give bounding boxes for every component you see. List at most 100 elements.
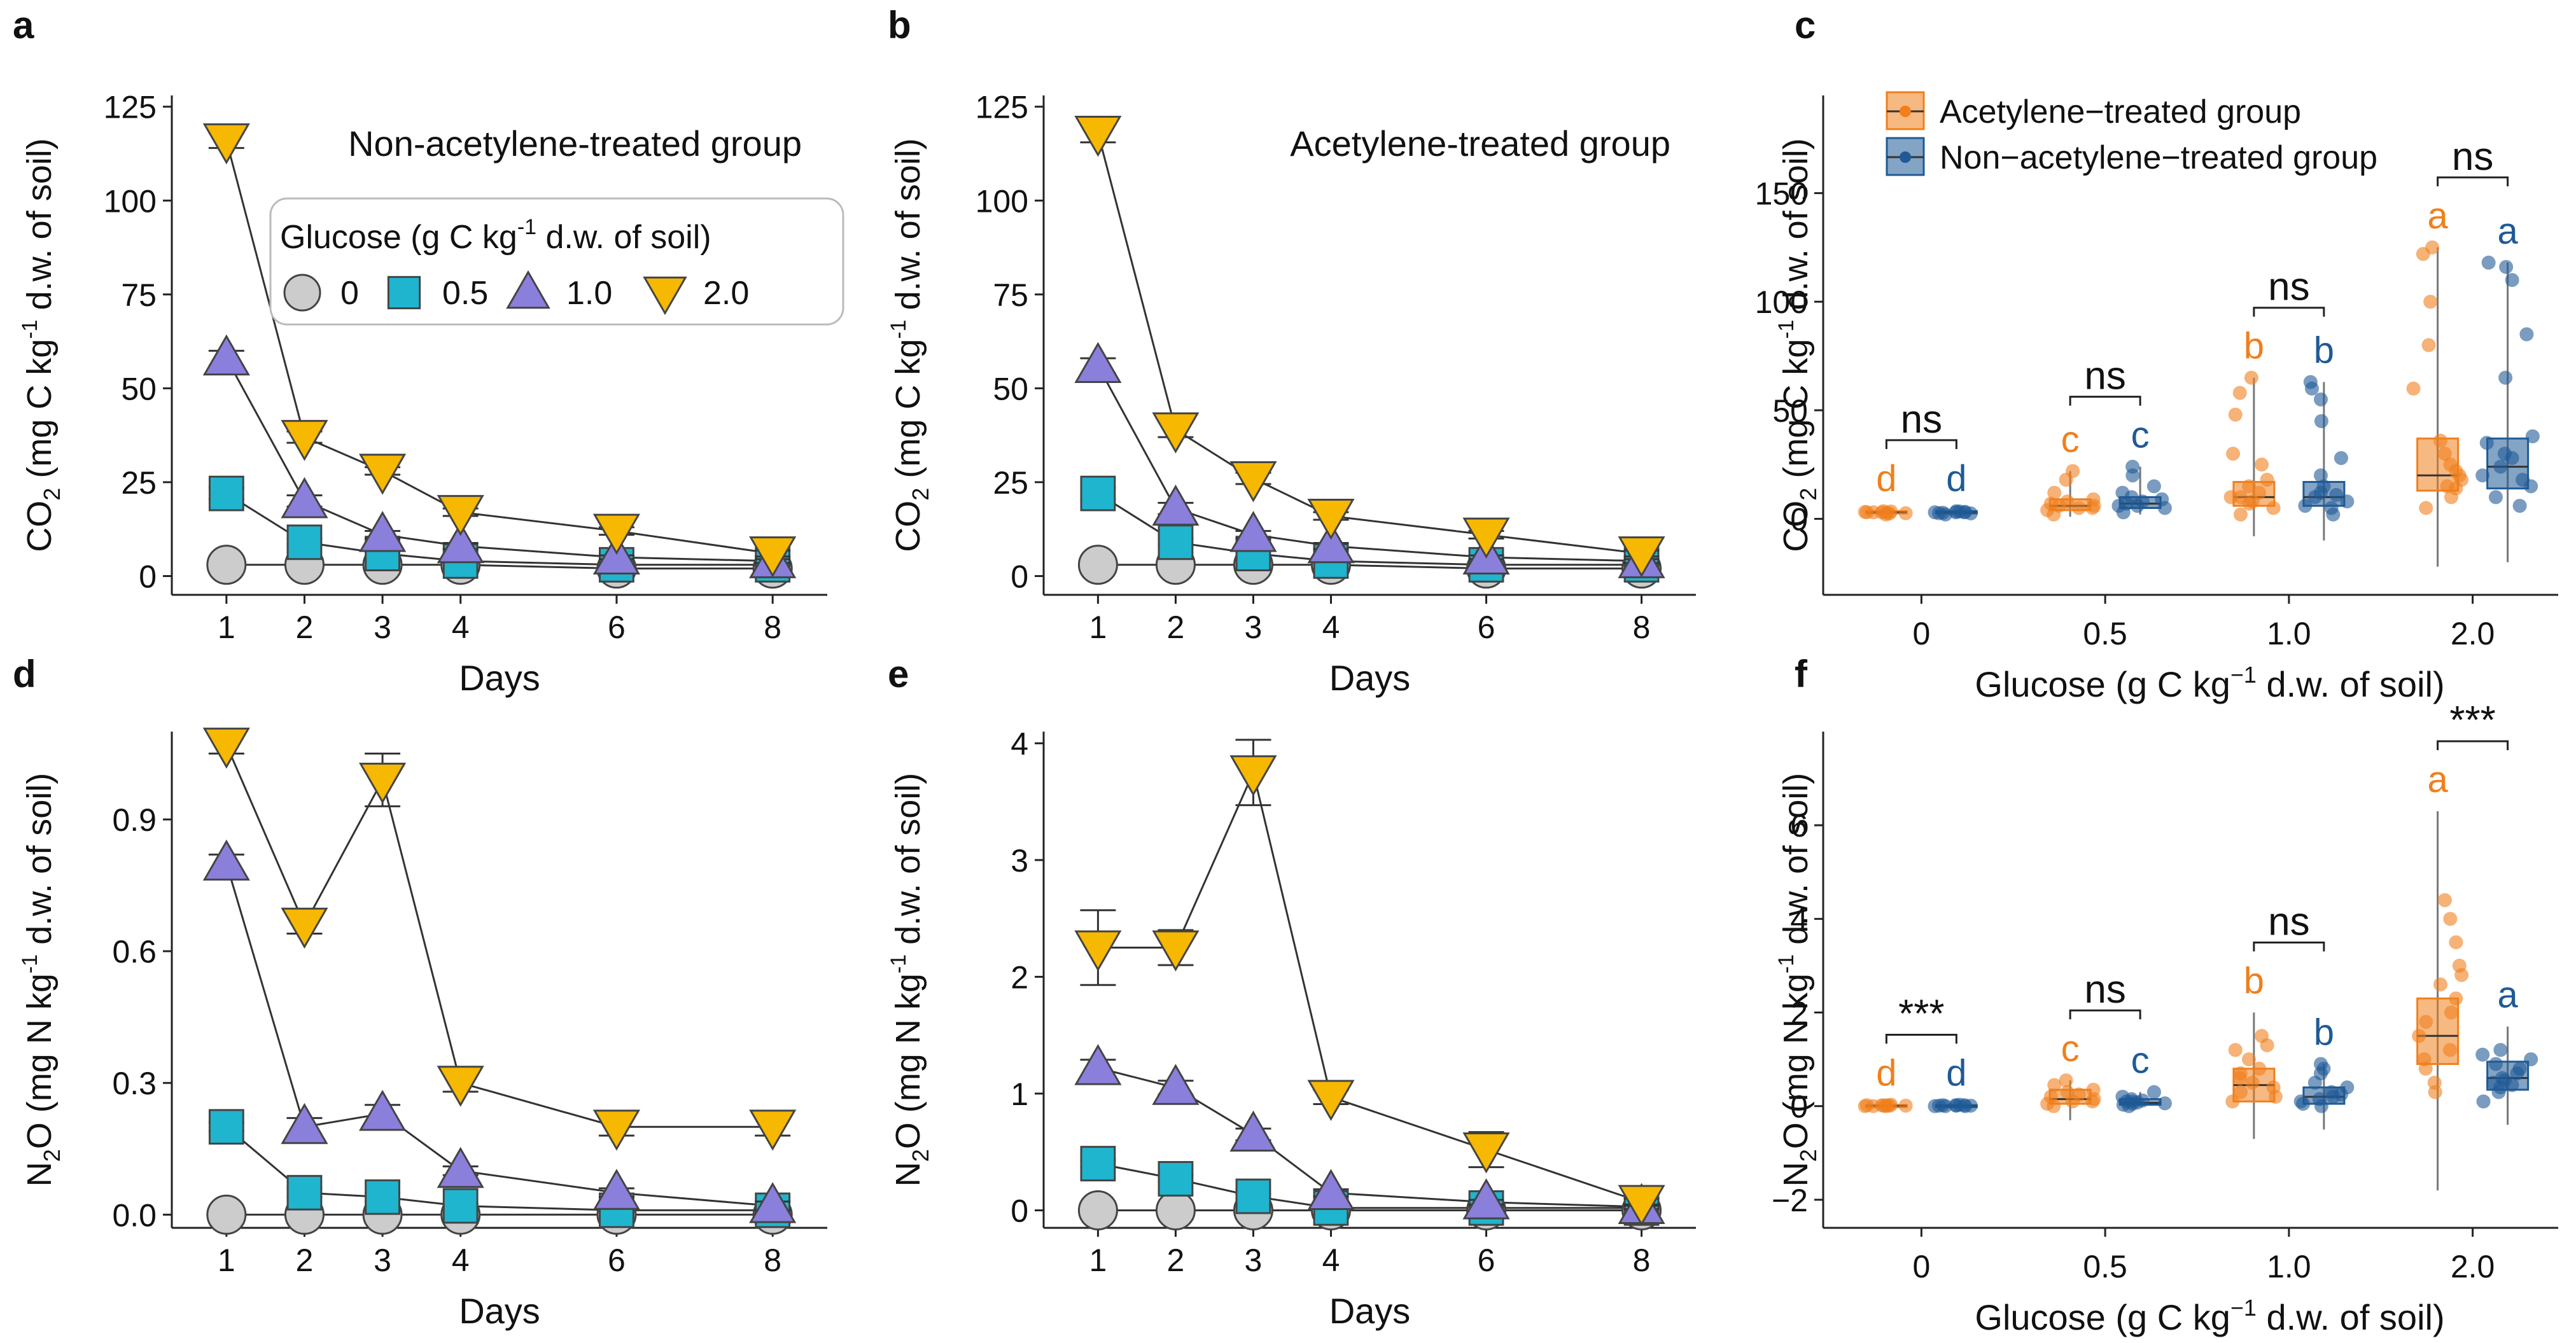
y-tick-label: −2	[1772, 1183, 1808, 1218]
jitter-point	[2443, 912, 2458, 926]
jitter-point	[2340, 494, 2355, 509]
x-tick-label: 4	[452, 609, 470, 645]
jitter-point	[2512, 499, 2527, 513]
y-tick-label: 6	[1790, 808, 1808, 844]
significance-label: ns	[2452, 135, 2493, 179]
xlabel-end: d.w. of soil)	[2257, 664, 2445, 704]
jitter-point	[1875, 505, 1889, 520]
y-axis-label: N2O (mg N kg-1 d.w. of soil)	[1774, 773, 1821, 1186]
point-0.5	[1158, 1161, 1194, 1197]
jitter-point	[2225, 1094, 2240, 1109]
jitter-point	[2228, 1043, 2243, 1057]
jitter-point	[2047, 485, 2062, 500]
y-tick-label: 0	[1790, 1089, 1808, 1125]
panel-letter-c: c	[1795, 4, 1816, 46]
x-tick-label: 0	[1912, 616, 1930, 651]
jitter-point	[2125, 1094, 2140, 1109]
significance-letter: b	[2314, 330, 2334, 372]
y-tick-label: 0.9	[112, 802, 157, 838]
jitter-point	[2233, 1085, 2248, 1099]
xlabel-end: d.w. of soil)	[2257, 1297, 2445, 1337]
significance-letter: b	[2244, 326, 2264, 367]
panel-title: Acetylene-treated group	[1290, 123, 1670, 164]
jitter-point	[2146, 479, 2161, 494]
x-tick-label: 3	[1245, 609, 1263, 645]
point-2.0	[281, 420, 328, 461]
jitter-point	[2086, 1082, 2101, 1097]
y-tick-label: 125	[976, 90, 1028, 125]
ylabel-end: d.w. of soil)	[1777, 773, 1815, 954]
jitter-point	[2242, 496, 2257, 511]
y-tick-label: 25	[121, 465, 157, 501]
legend-title-main: Glucose (g C kg	[280, 219, 517, 256]
y-axis-title: N2O (mg N kg-1 d.w. of soil)	[1774, 773, 1821, 1186]
significance-letter: d	[1876, 1052, 1896, 1094]
x-tick-label: 2	[296, 609, 314, 645]
jitter-point	[2244, 370, 2258, 385]
y-tick-label: 1	[1011, 1076, 1028, 1112]
jitter-point	[2228, 407, 2243, 422]
panel-letter-f: f	[1795, 653, 1808, 695]
jitter-point	[2071, 501, 2086, 515]
point-2.0	[1074, 930, 1122, 972]
jitter-point	[2226, 447, 2241, 461]
y-tick-label: 75	[993, 277, 1028, 313]
jitter-point	[2493, 1043, 2508, 1057]
jitter-point	[2059, 1073, 2073, 1088]
jitter-point	[2475, 468, 2490, 483]
jitter-point	[2313, 1057, 2328, 1071]
point-0.5	[1080, 475, 1116, 511]
significance-letter: a	[2497, 211, 2518, 252]
series-line-2.0	[225, 744, 773, 1128]
x-tick-label: 8	[1633, 1242, 1651, 1278]
jitter-point	[2497, 1073, 2512, 1088]
significance-letter: c	[2061, 419, 2080, 460]
jitter-point	[2255, 1029, 2269, 1043]
jitter-point	[1949, 505, 1963, 520]
significance-bracket	[2253, 942, 2325, 952]
y-axis-label: CO2 (mg C kg-1 d.w. of soil)	[18, 138, 65, 552]
y-tick-label: 4	[1011, 726, 1028, 762]
jitter-point	[2223, 490, 2238, 504]
jitter-point	[2334, 1087, 2348, 1102]
legend-title: Glucose (g C kg-1 d.w. of soil)	[280, 215, 711, 256]
jitter-point	[2298, 499, 2313, 513]
jitter-point	[1898, 506, 1913, 520]
ylabel-prefix: N	[1777, 1162, 1815, 1186]
jitter-point	[2293, 1094, 2308, 1109]
jitter-point	[2334, 450, 2348, 465]
ylabel-subscript: 2	[39, 1149, 65, 1162]
x-axis-title: Glucose (g C kg−1 d.w. of soil)	[1975, 1295, 2444, 1337]
point-0.5	[1235, 1178, 1271, 1214]
x-axis-title: Days	[459, 1291, 540, 1331]
jitter-point	[2524, 1052, 2538, 1067]
legend-glucose: Glucose (g C kg-1 d.w. of soil) 0 0.5 1.0 2.…	[269, 197, 844, 326]
ylabel-end: d.w. of soil)	[20, 773, 59, 954]
jitter-point	[2516, 473, 2530, 487]
point-0.5	[286, 524, 323, 560]
y-tick-label: 150	[1755, 176, 1808, 212]
jitter-point	[1932, 506, 1947, 520]
point-2.0	[592, 1110, 641, 1151]
significance-letter: a	[2427, 195, 2448, 237]
point-1.0	[1229, 511, 1277, 552]
point-0.5	[1158, 524, 1194, 560]
jitter-point	[2440, 479, 2454, 494]
jitter-point	[2437, 447, 2452, 461]
y-tick-label: 125	[104, 90, 157, 125]
jitter-point	[2242, 1052, 2257, 1067]
xlabel-superscript: −1	[2230, 1295, 2257, 1321]
legend-label: 0	[340, 275, 359, 312]
significance-label: ns	[1901, 398, 1942, 442]
jitter-point	[2125, 459, 2140, 474]
y-axis-label: CO2 (mg C kg-1 d.w. of soil)	[886, 138, 934, 552]
ylabel-superscript: -1	[1774, 319, 1798, 338]
jitter-point	[2425, 240, 2440, 254]
significance-label: ns	[2084, 354, 2125, 398]
x-tick-label: 3	[1245, 1242, 1263, 1278]
jitter-point	[2488, 1057, 2503, 1071]
jitter-point	[2252, 485, 2267, 500]
point-1.0	[358, 511, 407, 552]
